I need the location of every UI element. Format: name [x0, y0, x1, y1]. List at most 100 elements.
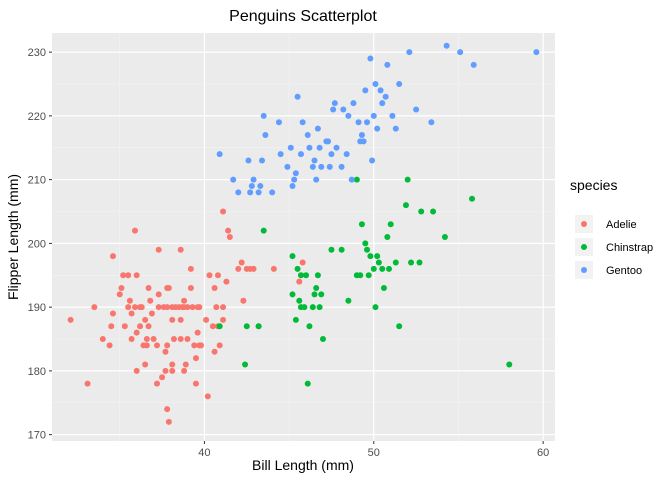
point-adelie: [184, 304, 191, 311]
point-adelie: [137, 323, 144, 330]
point-chinstrap: [404, 176, 411, 183]
legend-key-chinstrap: [581, 244, 587, 250]
legend: species Adelie Chinstrap Gentoo: [570, 177, 653, 279]
point-gentoo: [311, 157, 318, 164]
point-chinstrap: [303, 272, 310, 279]
point-adelie: [121, 323, 128, 330]
point-adelie: [196, 304, 203, 311]
legend-title: species: [570, 177, 617, 193]
point-adelie: [109, 310, 116, 317]
point-adelie: [108, 323, 115, 330]
point-chinstrap: [370, 265, 377, 272]
point-adelie: [211, 285, 218, 291]
point-gentoo: [313, 176, 320, 183]
point-adelie: [169, 361, 176, 368]
point-adelie: [118, 285, 125, 291]
point-adelie: [116, 291, 123, 298]
legend-items: Adelie Chinstrap Gentoo: [575, 215, 653, 279]
point-gentoo: [470, 61, 477, 68]
point-gentoo: [304, 132, 311, 138]
point-chinstrap: [506, 361, 513, 368]
x-axis-ticks: 40 50 60: [198, 441, 549, 459]
point-gentoo: [306, 144, 313, 151]
point-chinstrap: [255, 323, 262, 330]
point-chinstrap: [386, 265, 393, 272]
point-adelie: [164, 304, 171, 311]
point-adelie: [125, 272, 132, 279]
point-adelie: [169, 367, 176, 374]
point-chinstrap: [374, 253, 381, 260]
point-chinstrap: [396, 323, 403, 330]
point-chinstrap: [430, 208, 437, 215]
point-chinstrap: [358, 221, 365, 228]
point-gentoo: [269, 189, 276, 196]
point-chinstrap: [216, 323, 223, 330]
point-adelie: [177, 336, 184, 342]
point-adelie: [223, 278, 230, 285]
point-gentoo: [326, 163, 333, 170]
point-gentoo: [299, 119, 306, 126]
point-gentoo: [330, 106, 337, 113]
point-adelie: [191, 342, 198, 349]
point-adelie: [226, 234, 233, 240]
point-gentoo: [216, 151, 223, 158]
point-adelie: [194, 329, 201, 336]
point-gentoo: [345, 112, 352, 119]
point-adelie: [145, 323, 152, 330]
point-adelie: [143, 342, 150, 349]
point-adelie: [106, 342, 113, 349]
point-adelie: [164, 406, 171, 413]
point-gentoo: [396, 81, 403, 87]
point-adelie: [162, 348, 169, 355]
point-adelie: [91, 304, 98, 311]
point-adelie: [155, 246, 162, 253]
point-chinstrap: [372, 304, 379, 311]
point-gentoo: [348, 176, 355, 183]
point-adelie: [177, 246, 184, 253]
point-gentoo: [428, 119, 435, 126]
point-chinstrap: [328, 246, 335, 253]
point-chinstrap: [309, 304, 316, 311]
point-chinstrap: [297, 272, 304, 279]
point-adelie: [169, 316, 176, 323]
point-adelie: [133, 367, 140, 374]
point-adelie: [187, 285, 194, 291]
point-gentoo: [325, 138, 332, 145]
point-chinstrap: [260, 227, 267, 234]
point-adelie: [177, 316, 184, 323]
point-gentoo: [314, 125, 321, 132]
point-gentoo: [384, 61, 391, 68]
point-adelie: [209, 323, 216, 330]
point-gentoo: [235, 189, 242, 196]
point-gentoo: [262, 132, 269, 138]
point-gentoo: [250, 176, 257, 183]
point-adelie: [148, 310, 155, 317]
point-adelie: [131, 227, 138, 234]
point-gentoo: [230, 176, 237, 183]
point-adelie: [147, 297, 154, 304]
point-gentoo: [392, 125, 399, 132]
point-chinstrap: [367, 253, 374, 260]
point-adelie: [270, 265, 277, 272]
point-chinstrap: [304, 380, 311, 387]
point-chinstrap: [242, 361, 249, 368]
point-adelie: [120, 272, 127, 279]
point-chinstrap: [313, 285, 320, 291]
point-gentoo: [284, 163, 291, 170]
point-adelie: [220, 208, 227, 215]
point-gentoo: [362, 87, 369, 94]
y-tick-label: 210: [28, 175, 46, 187]
point-adelie: [155, 291, 162, 298]
point-adelie: [181, 367, 188, 374]
point-gentoo: [343, 151, 350, 158]
point-gentoo: [355, 119, 362, 126]
y-tick-label: 200: [28, 238, 46, 250]
point-chinstrap: [364, 246, 371, 253]
point-chinstrap: [384, 234, 391, 240]
point-chinstrap: [375, 259, 382, 266]
point-gentoo: [389, 112, 396, 119]
point-adelie: [84, 380, 91, 387]
point-adelie: [213, 304, 220, 311]
point-adelie: [162, 367, 169, 374]
